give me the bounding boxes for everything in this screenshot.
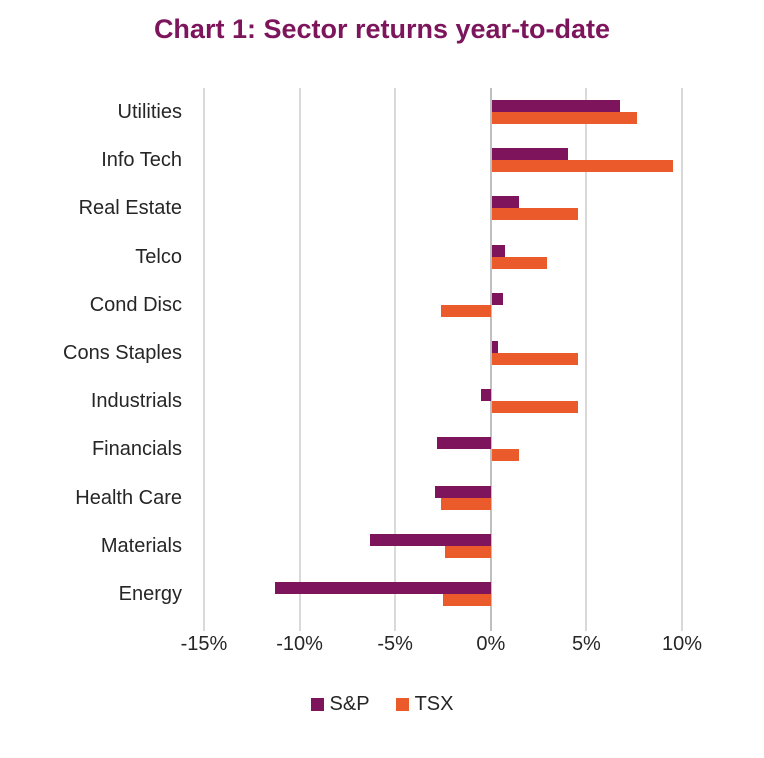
category-label-real-estate: Real Estate (78, 197, 182, 220)
bar-tsx-utilities (491, 112, 638, 125)
tsx-legend-label: TSX (414, 693, 454, 715)
bar-s-p-cons-staples (491, 341, 498, 353)
bar-s-p-info-tech (491, 148, 569, 161)
category-label-industrials: Industrials (90, 390, 182, 413)
x-tick-label: 5% (571, 633, 601, 655)
plot-area (203, 88, 683, 618)
tsx-legend-swatch (395, 698, 409, 711)
sp-legend-swatch (310, 698, 324, 711)
x-tick-label: -5% (377, 633, 413, 655)
bar-s-p-telco (491, 244, 506, 257)
legend: S&P TSX (0, 693, 764, 716)
category-label-info-tech: Info Tech (101, 149, 182, 172)
bar-tsx-health-care (441, 497, 491, 510)
category-label-energy: Energy (118, 582, 182, 605)
axis-tick-mark (585, 618, 588, 631)
x-tick-label: -10% (276, 633, 323, 655)
gridline (585, 88, 588, 618)
gridline (203, 88, 205, 618)
legend-item-tsx: TSX (395, 693, 454, 716)
axis-tick-mark (489, 618, 492, 631)
category-label-health-care: Health Care (75, 486, 182, 509)
bar-s-p-cond-disc (491, 292, 504, 305)
sp-legend-label: S&P (329, 693, 370, 715)
axis-tick-mark (203, 618, 205, 631)
chart-title: Chart 1: Sector returns year-to-date (153, 14, 611, 44)
bar-tsx-cons-staples (491, 353, 578, 365)
x-tick-label: 10% (661, 633, 703, 655)
category-label-materials: Materials (100, 534, 182, 557)
bar-tsx-financials (491, 449, 519, 462)
x-tick-label: 0% (476, 633, 506, 655)
bar-s-p-financials (437, 437, 491, 450)
bar-tsx-energy (443, 593, 491, 606)
bar-s-p-utilities (491, 100, 620, 113)
bar-s-p-materials (370, 533, 491, 546)
bar-tsx-industrials (491, 401, 578, 414)
zero-gridline (489, 88, 492, 618)
bar-s-p-real-estate (491, 196, 519, 209)
bar-s-p-energy (274, 581, 491, 594)
bar-s-p-industrials (481, 389, 491, 402)
axis-tick-mark (681, 618, 683, 631)
axis-tick-mark (298, 618, 301, 631)
gridline (298, 88, 301, 618)
bar-tsx-info-tech (491, 160, 674, 173)
bar-tsx-telco (491, 256, 548, 269)
legend-item-sp: S&P (310, 693, 370, 716)
bar-tsx-real-estate (491, 208, 578, 221)
bar-tsx-materials (444, 545, 491, 558)
axis-tick-mark (394, 618, 397, 631)
gridline (681, 88, 683, 618)
gridline (394, 88, 397, 618)
category-label-cond-disc: Cond Disc (89, 293, 182, 316)
bar-s-p-health-care (435, 485, 491, 498)
category-label-telco: Telco (135, 245, 182, 268)
x-tick-label: -15% (180, 633, 228, 655)
category-label-utilities: Utilities (117, 101, 182, 124)
category-label-financials: Financials (91, 438, 182, 461)
category-label-cons-staples: Cons Staples (63, 342, 182, 364)
bar-tsx-cond-disc (441, 304, 491, 317)
